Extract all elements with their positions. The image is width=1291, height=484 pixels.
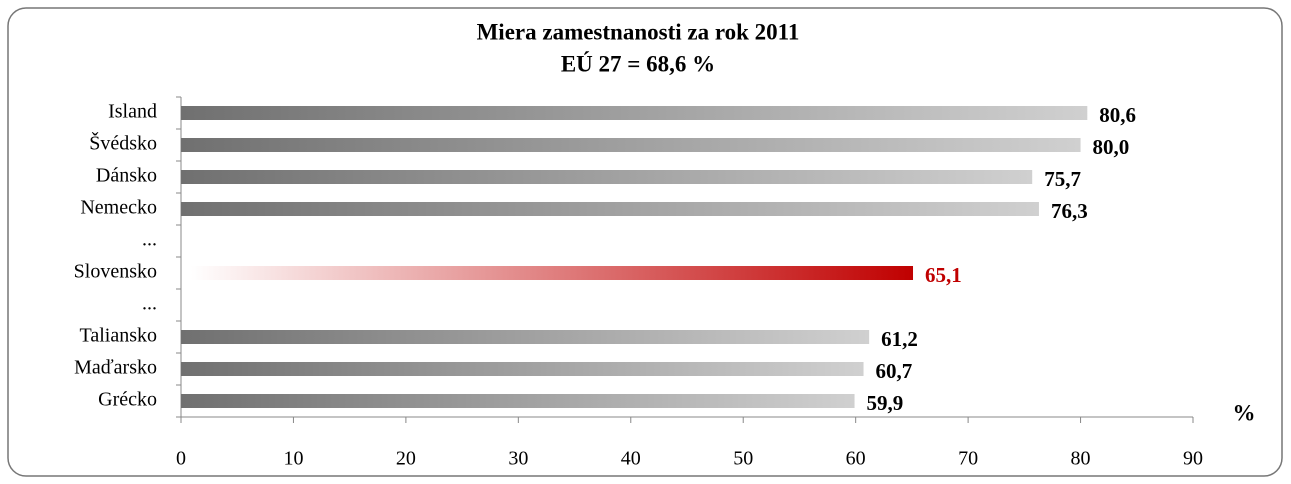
x-tick-label: 80 — [1071, 448, 1091, 470]
bar — [181, 394, 855, 408]
chart-frame — [7, 7, 1283, 477]
value-label: 76,3 — [1051, 199, 1088, 223]
bar — [181, 170, 1033, 184]
x-tick-label: 10 — [283, 448, 303, 470]
bar — [181, 362, 864, 376]
bar — [181, 106, 1088, 120]
chart-title: Miera zamestnanosti za rok 2011 — [477, 19, 800, 44]
value-label: 65,1 — [925, 263, 962, 287]
x-tick-label: 0 — [176, 448, 186, 470]
y-tick-label: ... — [142, 229, 157, 251]
value-label: 80,0 — [1093, 135, 1130, 159]
y-tick-label: Maďarsko — [74, 357, 157, 379]
y-tick-label: Nemecko — [80, 197, 157, 219]
x-tick-label: 40 — [621, 448, 641, 470]
y-tick-label: Grécko — [98, 389, 157, 411]
y-tick-label: ... — [142, 293, 157, 315]
value-label: 60,7 — [876, 359, 913, 383]
x-tick-label: 70 — [958, 448, 978, 470]
y-tick-label: Švédsko — [89, 131, 157, 155]
value-label: 59,9 — [867, 391, 904, 415]
y-tick-label: Taliansko — [80, 325, 157, 347]
x-tick-label: 60 — [846, 448, 866, 470]
value-label: 61,2 — [881, 327, 918, 351]
x-tick-label: 50 — [733, 448, 753, 470]
bar — [181, 138, 1081, 152]
x-axis-label: % — [1233, 400, 1256, 425]
bar — [191, 266, 914, 280]
chart-subtitle: EÚ 27 = 68,6 % — [561, 51, 715, 76]
bar — [181, 330, 870, 344]
x-tick-label: 90 — [1183, 448, 1203, 470]
y-tick-label: Island — [108, 101, 157, 123]
x-tick-label: 30 — [508, 448, 528, 470]
y-tick-label: Dánsko — [96, 165, 157, 187]
value-label: 75,7 — [1044, 167, 1081, 191]
y-tick-label: Slovensko — [74, 261, 157, 283]
x-tick-label: 20 — [396, 448, 416, 470]
value-label: 80,6 — [1099, 103, 1136, 127]
bar — [181, 202, 1039, 216]
